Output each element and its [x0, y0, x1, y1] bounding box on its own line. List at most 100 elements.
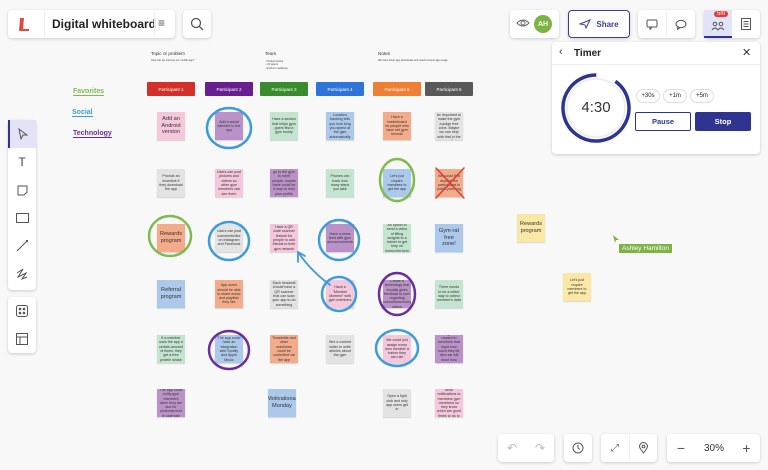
eye-icon[interactable]	[516, 17, 530, 29]
shape-tool[interactable]	[8, 204, 36, 232]
line-tool[interactable]	[8, 232, 36, 260]
sticky-note[interactable]: Add a social element to the app	[215, 112, 243, 140]
presence-bar: AH	[510, 10, 559, 38]
sticky-note[interactable]: If a member uses the app a certain amoun…	[157, 335, 185, 363]
app-logo[interactable]	[17, 16, 31, 32]
participant-header[interactable]: Participant 5	[373, 82, 421, 96]
sticky-note[interactable]: App users should be able to share music …	[215, 280, 243, 308]
sticky-note[interactable]: The app could notify gym members when th…	[157, 389, 185, 417]
timer-display: 4:30	[581, 99, 611, 116]
sticky-note[interactable]: The app could have an integration with S…	[215, 335, 243, 363]
creation-toolbar: T	[8, 120, 36, 290]
menu-icon[interactable]: ≡	[158, 16, 166, 30]
pen-scribble-icon	[16, 268, 28, 280]
sticky-note[interactable]: Info could send notifications to members…	[435, 389, 463, 417]
sticky-note[interactable]: An option to send a video of lifting wei…	[383, 224, 411, 252]
fit-screen-button[interactable]: ⤢	[601, 434, 629, 462]
sticky-note[interactable]: I think it would be important to make th…	[435, 112, 463, 140]
undo-button[interactable]: ↶	[498, 434, 526, 462]
participant-header[interactable]: Participant 4	[316, 82, 364, 96]
add-30s-button[interactable]: +30s	[636, 89, 660, 103]
participant-header[interactable]: Participant 3	[260, 82, 308, 96]
search-button[interactable]	[183, 10, 211, 38]
timer-title: Timer	[574, 48, 602, 59]
sticky-note[interactable]: There needs to be a better way to collec…	[435, 280, 463, 308]
participant-header[interactable]: Participant 6	[425, 82, 473, 96]
text-icon: T	[18, 155, 26, 169]
add-5m-button[interactable]: +5m	[690, 89, 714, 103]
layout-button[interactable]	[8, 325, 36, 353]
sticky-note[interactable]: Let's just require members to get the ap…	[563, 273, 591, 301]
sticky-note[interactable]: We could find anyone the participants in…	[435, 169, 463, 197]
sticky-note-icon	[17, 185, 27, 195]
sticky-note[interactable]: Rewards program	[517, 214, 545, 242]
share-button[interactable]: Share	[568, 10, 630, 38]
sticky-note[interactable]: Have a QR code scanner feature for peopl…	[270, 224, 298, 252]
participant-header[interactable]: Participant 2	[205, 82, 253, 96]
notes-button[interactable]	[732, 10, 760, 38]
sticky-note[interactable]: We could just assign every new member a …	[383, 335, 411, 363]
tag-social[interactable]: Social	[72, 109, 93, 117]
tag-favorites[interactable]: Favorites	[73, 88, 105, 96]
timer-panel: ‹ Timer ✕ 4:30 +30s +1m +5m Pause Stop	[552, 42, 760, 154]
tools-group: 5m	[704, 10, 760, 38]
sticky-note[interactable]: A lot of people go to the gym to meet pe…	[270, 169, 298, 197]
undo-redo-group: ↶ ↷	[498, 434, 554, 462]
sticky-note[interactable]: Have a leaderboard for people who have s…	[383, 112, 411, 140]
board-title[interactable]: Digital whiteboard	[52, 17, 157, 31]
sticky-note[interactable]: Users can post pictures and videos so ot…	[215, 169, 243, 197]
grid-icon	[16, 305, 28, 317]
sticky-note[interactable]: Phones can track how many steps you take	[326, 169, 354, 197]
zoom-in-button[interactable]: +	[733, 434, 760, 462]
sticky-note[interactable]: Hire a content writer to write articles …	[326, 335, 354, 363]
sticky-note[interactable]: We give a reward to members that input h…	[435, 335, 463, 363]
sticky-note[interactable]: Let's just require members to get the ap…	[383, 169, 411, 197]
avatar[interactable]: AH	[534, 15, 552, 33]
sticky-note[interactable]: Open a fight club and only app users get…	[383, 389, 411, 417]
participant-header[interactable]: Participant 1	[147, 82, 195, 96]
add-1m-button[interactable]: +1m	[663, 89, 687, 103]
team-line: - UX teams	[265, 63, 278, 67]
remote-cursor-icon	[613, 235, 619, 243]
timer-button[interactable]: 5m	[704, 10, 732, 38]
sticky-note[interactable]: Referral program	[157, 280, 185, 308]
history-button[interactable]	[564, 434, 592, 462]
sticky-note[interactable]: Have a news feed with gym announcements	[326, 224, 354, 252]
close-icon[interactable]: ✕	[742, 47, 752, 59]
sticky-note[interactable]: Gym-rat free zone!	[435, 224, 463, 252]
back-icon[interactable]: ‹	[559, 46, 563, 58]
group-icon	[711, 21, 725, 31]
sticky-note[interactable]: Rewards program	[157, 224, 185, 252]
feedback-button[interactable]	[638, 10, 666, 38]
undo-icon: ↶	[506, 441, 518, 455]
sticky-note[interactable]: Each treadmill should have a QR scanner …	[270, 280, 298, 308]
templates-toolbar	[8, 297, 36, 353]
layout-icon	[16, 333, 28, 345]
title-bar: Digital whiteboard ≡	[8, 10, 175, 38]
chat-icon	[675, 19, 687, 30]
sticky-note[interactable]: Provide an incentive if they download th…	[157, 169, 185, 197]
sticky-note[interactable]: Location tracking tells you how long you…	[326, 112, 354, 140]
templates-button[interactable]	[8, 297, 36, 325]
zoom-out-button[interactable]: −	[667, 434, 695, 462]
tag-technology[interactable]: Technology	[73, 130, 112, 138]
sticky-note[interactable]: Motivational Monday	[268, 389, 296, 417]
stop-button[interactable]: Stop	[695, 112, 751, 131]
sticky-note[interactable]: Create a technology that visually gives …	[383, 280, 411, 308]
text-tool[interactable]: T	[8, 148, 36, 176]
pen-tool[interactable]	[8, 260, 36, 288]
sticky-note-tool[interactable]	[8, 176, 36, 204]
sticky-note[interactable]: Have a section that helps gym goers find…	[270, 112, 298, 140]
chat-button[interactable]	[667, 10, 695, 38]
sticky-note[interactable]: Add an Android version	[157, 112, 185, 140]
select-tool[interactable]	[8, 120, 36, 148]
sticky-note[interactable]: Have a "Member Moment" with gym members	[326, 280, 354, 308]
redo-button[interactable]: ↷	[526, 434, 554, 462]
team-heading: Team	[265, 51, 277, 56]
sticky-note[interactable]: Users can post comments/like on Instagra…	[215, 224, 243, 252]
zoom-level[interactable]: 30%	[703, 442, 724, 454]
pause-button[interactable]: Pause	[635, 112, 691, 131]
notes-text: We have lower app downloads and need to …	[378, 59, 449, 62]
sticky-note[interactable]: Treadmills and other machines could be c…	[270, 335, 298, 363]
location-button[interactable]	[629, 434, 657, 462]
